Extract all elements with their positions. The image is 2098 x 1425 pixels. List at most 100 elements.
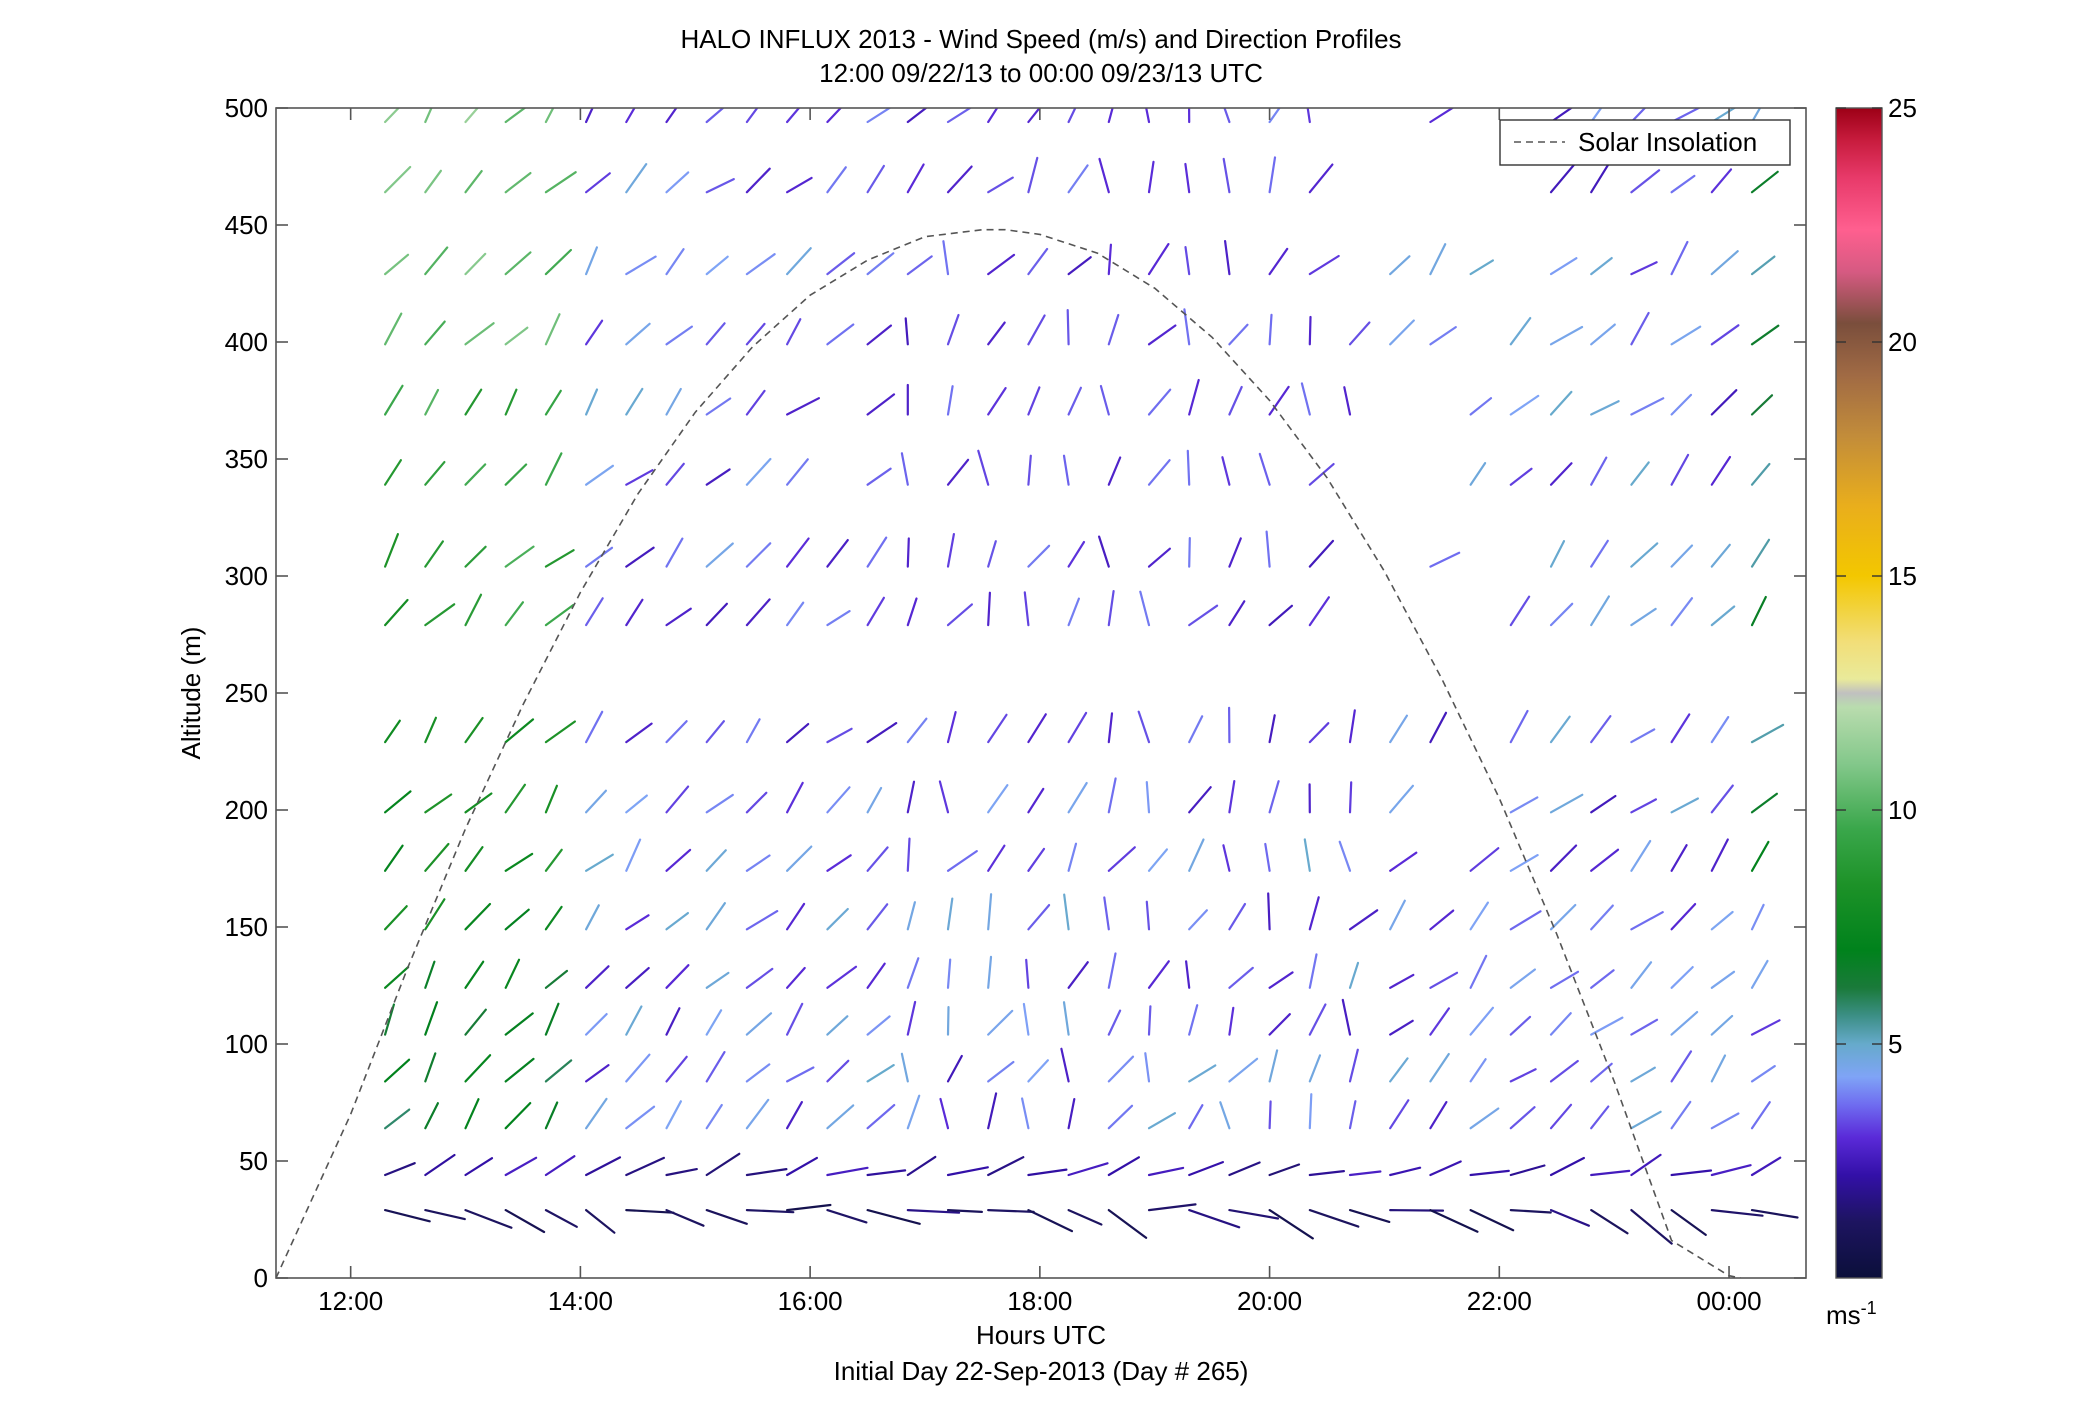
wind-vector	[826, 786, 851, 814]
wind-vector	[1670, 1208, 1707, 1237]
wind-vector	[384, 108, 401, 124]
wind-vector	[946, 1054, 963, 1083]
wind-vector	[384, 1058, 411, 1083]
wind-vector	[946, 1005, 950, 1036]
wind-vector	[1429, 1052, 1450, 1083]
y-tick-label: 500	[225, 93, 268, 123]
wind-vector	[544, 603, 575, 627]
wind-vector	[1590, 595, 1611, 627]
wind-vector	[987, 591, 992, 627]
wind-vector	[1469, 1058, 1487, 1083]
wind-vector	[504, 958, 521, 989]
wind-vector	[745, 718, 761, 744]
wind-vector	[1268, 1013, 1291, 1036]
wind-vector	[1429, 326, 1457, 346]
wind-vector	[625, 914, 650, 931]
wind-vector	[1027, 1168, 1068, 1177]
wind-vector	[987, 783, 1009, 814]
wind-vector	[745, 598, 771, 627]
solar-insolation-curve	[276, 228, 1741, 1278]
y-tick-label: 50	[239, 1146, 268, 1176]
wind-vector	[1750, 462, 1771, 486]
wind-vector	[1303, 838, 1311, 872]
wind-vector	[1630, 261, 1658, 276]
x-tick-label: 12:00	[318, 1286, 383, 1316]
wind-vector	[665, 108, 678, 124]
wind-vector	[544, 1208, 578, 1228]
wind-vector	[424, 320, 446, 346]
wind-vector	[1107, 1009, 1122, 1036]
wind-vector	[1590, 969, 1615, 989]
wind-vector	[1389, 714, 1409, 744]
wind-vector	[424, 388, 440, 416]
wind-vector	[1630, 311, 1650, 346]
wind-vector	[1228, 323, 1249, 346]
wind-vector	[1549, 903, 1577, 931]
wind-vector	[906, 255, 933, 276]
wind-vector	[1147, 848, 1169, 872]
wind-vector	[906, 1155, 937, 1177]
wind-vector	[544, 248, 573, 276]
wind-vector	[826, 1166, 869, 1177]
wind-vector	[1710, 1164, 1752, 1177]
wind-vector	[1549, 108, 1574, 124]
wind-vector	[1469, 901, 1490, 931]
wind-vector	[1137, 710, 1151, 744]
wind-vector	[826, 907, 849, 931]
wind-vector	[900, 1052, 909, 1083]
wind-vector	[1184, 960, 1191, 989]
wind-vector	[1750, 170, 1779, 194]
wind-vector	[1027, 544, 1051, 568]
wind-vector	[1107, 456, 1122, 486]
wind-vector	[625, 1105, 656, 1130]
wind-vector	[1308, 896, 1320, 931]
wind-vector	[826, 108, 843, 124]
wind-vector	[906, 717, 928, 744]
wind-vector	[1549, 1103, 1573, 1130]
wind-vector	[826, 538, 849, 568]
wind-vector	[785, 966, 806, 989]
wind-vector	[1429, 1007, 1451, 1036]
wind-vector	[1268, 1163, 1301, 1177]
wind-vector	[1710, 250, 1739, 276]
wind-vector	[1147, 547, 1172, 568]
wind-vector	[1750, 1208, 1799, 1219]
colorbar-tick-label: 20	[1888, 327, 1917, 357]
wind-vector	[1670, 965, 1694, 989]
wind-vector	[1188, 909, 1209, 931]
colorbar-tick-label: 25	[1888, 93, 1917, 123]
wind-vector	[1107, 777, 1117, 814]
wind-vector	[906, 901, 917, 931]
wind-vector	[544, 389, 562, 416]
wind-vector	[1429, 971, 1459, 989]
wind-vector	[785, 845, 813, 872]
wind-vector	[504, 388, 518, 416]
wind-vector	[504, 251, 532, 276]
wind-vector	[1265, 530, 1271, 568]
x-tick-label: 18:00	[1007, 1286, 1072, 1316]
wind-vector	[1590, 848, 1620, 872]
wind-vector	[1188, 1064, 1217, 1083]
wind-vector	[1509, 467, 1533, 486]
wind-vector	[1020, 1097, 1030, 1130]
wind-vector	[625, 722, 653, 744]
wind-vector	[1549, 844, 1578, 872]
wind-vector	[1268, 1100, 1272, 1130]
wind-vector	[464, 1098, 480, 1130]
wind-vector	[1389, 1208, 1445, 1212]
wind-vector	[826, 1104, 855, 1130]
wind-vector	[705, 1103, 723, 1130]
wind-vector	[826, 1015, 849, 1036]
wind-vector	[1750, 324, 1780, 346]
wind-vector	[1188, 786, 1212, 814]
wind-vector	[424, 169, 442, 194]
colorbar-unit-label: ms-1	[1826, 1298, 1877, 1330]
wind-vector	[1268, 1208, 1314, 1240]
wind-vector	[1429, 1208, 1479, 1233]
wind-vector	[745, 542, 772, 568]
wind-vector	[504, 463, 528, 486]
wind-vector	[987, 955, 993, 989]
wind-vector	[745, 791, 768, 814]
wind-vector	[1223, 108, 1231, 124]
